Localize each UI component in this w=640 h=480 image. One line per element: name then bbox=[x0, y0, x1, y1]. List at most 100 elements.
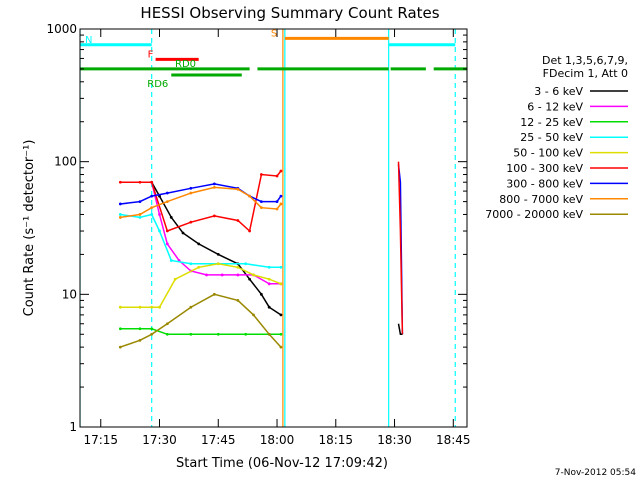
series-0-point-10 bbox=[279, 313, 283, 317]
y-tick-label-0: 1 bbox=[69, 420, 77, 434]
series-6-point-4 bbox=[189, 186, 193, 190]
series-4-point-10 bbox=[279, 282, 283, 286]
series-0-point-5 bbox=[216, 252, 220, 256]
series-8-point-6 bbox=[236, 299, 240, 302]
series-6-point-8 bbox=[259, 200, 263, 204]
flag-label-s: S bbox=[271, 28, 277, 39]
series-5-point-7 bbox=[248, 229, 252, 233]
y-tick-label-3: 1000 bbox=[46, 22, 77, 36]
series-6-point-10 bbox=[279, 194, 283, 198]
flag-label-rd6: RD6 bbox=[147, 79, 168, 90]
series-7-point-1 bbox=[138, 213, 142, 216]
series-5-point-5 bbox=[212, 214, 216, 218]
plot-frame bbox=[79, 28, 468, 428]
series-4-point-9 bbox=[267, 277, 271, 281]
series-2-point-8 bbox=[279, 332, 283, 336]
series-7-point-2 bbox=[150, 206, 154, 210]
series-3-point-1 bbox=[138, 216, 142, 219]
flag-label-n: N bbox=[85, 35, 92, 46]
series-1-point-7 bbox=[236, 273, 240, 277]
series-3-point-9 bbox=[279, 265, 283, 269]
x-tick-label-3: 18:00 bbox=[260, 433, 295, 447]
series-5-point-0 bbox=[118, 180, 122, 184]
x-tick-label-4: 18:15 bbox=[318, 433, 353, 447]
series-5-point-1 bbox=[138, 180, 142, 184]
series-3-point-0 bbox=[118, 213, 122, 216]
x-tick-label-1: 17:30 bbox=[142, 433, 177, 447]
spike-line-2 bbox=[397, 323, 403, 336]
series-8-point-4 bbox=[189, 305, 193, 309]
plot-content bbox=[80, 29, 467, 427]
series-4-point-3 bbox=[158, 305, 161, 309]
x-axis-label: Start Time (06-Nov-12 17:09:42) bbox=[176, 456, 388, 471]
legend-title-1: FDecim 1, Att 0 bbox=[543, 67, 628, 80]
y-tick-label-1: 10 bbox=[62, 287, 77, 301]
series-3-point-7 bbox=[244, 262, 248, 266]
series-2-point-4 bbox=[189, 332, 193, 336]
legend-label-4: 50 - 100 keV bbox=[513, 147, 583, 160]
legend-label-2: 12 - 25 keV bbox=[520, 116, 583, 129]
series-7-point-0 bbox=[118, 216, 122, 219]
series-2-point-1 bbox=[138, 327, 142, 331]
series-4-point-2 bbox=[150, 305, 154, 309]
series-3-point-2 bbox=[150, 213, 154, 216]
series-2-point-2 bbox=[150, 327, 154, 331]
legend-label-1: 6 - 12 keV bbox=[527, 100, 583, 113]
flag-label-rd0: RD0 bbox=[175, 59, 196, 70]
series-7-point-5 bbox=[212, 185, 216, 189]
x-tick-label-2: 17:45 bbox=[201, 433, 236, 447]
series-5-point-4 bbox=[189, 220, 193, 224]
series-8-point-3 bbox=[165, 322, 169, 326]
legend-label-8: 7000 - 20000 keV bbox=[485, 208, 583, 221]
series-line-2 bbox=[120, 328, 281, 336]
series-7-point-8 bbox=[259, 206, 263, 210]
series-3-point-5 bbox=[189, 262, 193, 266]
series-0-point-4 bbox=[197, 242, 201, 246]
legend-label-7: 800 - 7000 keV bbox=[499, 193, 583, 206]
y-axis: 1 10 100 1000 bbox=[46, 22, 467, 434]
series-8-point-7 bbox=[252, 313, 255, 317]
series-5-point-3 bbox=[165, 229, 169, 233]
series-0-point-8 bbox=[259, 292, 263, 296]
series-8-point-1 bbox=[138, 338, 142, 342]
series-6-point-2 bbox=[150, 194, 154, 198]
series-line-5 bbox=[120, 170, 282, 233]
legend-label-0: 3 - 6 keV bbox=[534, 85, 583, 98]
x-tick-label-0: 17:15 bbox=[83, 433, 118, 447]
series-7-point-9 bbox=[275, 207, 279, 211]
series-8-point-8 bbox=[267, 332, 271, 336]
series-2-point-0 bbox=[118, 327, 122, 331]
series-0-point-7 bbox=[248, 277, 252, 281]
series-7-point-6 bbox=[236, 187, 240, 191]
spike-line-1 bbox=[397, 161, 404, 335]
x-tick-label-5: 18:30 bbox=[377, 433, 412, 447]
y-axis-label: Count Rate (s⁻¹ detector⁻¹) bbox=[22, 140, 37, 317]
series-5-point-8 bbox=[259, 173, 263, 176]
chart-title: HESSI Observing Summary Count Rates bbox=[140, 4, 439, 22]
series-0-point-9 bbox=[267, 305, 271, 309]
series-2-point-5 bbox=[216, 332, 220, 336]
series-line-3 bbox=[120, 213, 281, 269]
series-7-point-7 bbox=[248, 194, 252, 198]
x-tick-label-6: 18:45 bbox=[436, 433, 471, 447]
series-5-point-9 bbox=[275, 174, 279, 178]
footer-timestamp: 7-Nov-2012 05:54 bbox=[555, 468, 637, 478]
legend: Det 1,3,5,6,7,9,FDecim 1, Att 0 3 - 6 keV… bbox=[485, 54, 628, 221]
series-5-point-10 bbox=[279, 169, 283, 173]
series-3-point-4 bbox=[169, 259, 173, 262]
series-line-7 bbox=[120, 186, 282, 219]
series-6-point-5 bbox=[212, 182, 216, 186]
series-1-point-2 bbox=[165, 242, 169, 246]
series-0-point-2 bbox=[169, 216, 173, 219]
flag-label-f: F bbox=[148, 49, 154, 60]
series-4-point-4 bbox=[173, 277, 177, 281]
series-line-8 bbox=[120, 293, 282, 348]
series-6-point-1 bbox=[138, 200, 142, 204]
series-6-point-0 bbox=[118, 202, 122, 206]
series-7-point-10 bbox=[279, 202, 283, 206]
series-line-1 bbox=[150, 182, 281, 285]
series-1-point-1 bbox=[158, 213, 161, 216]
series-4-point-5 bbox=[197, 265, 201, 269]
series-line-4 bbox=[120, 263, 282, 308]
